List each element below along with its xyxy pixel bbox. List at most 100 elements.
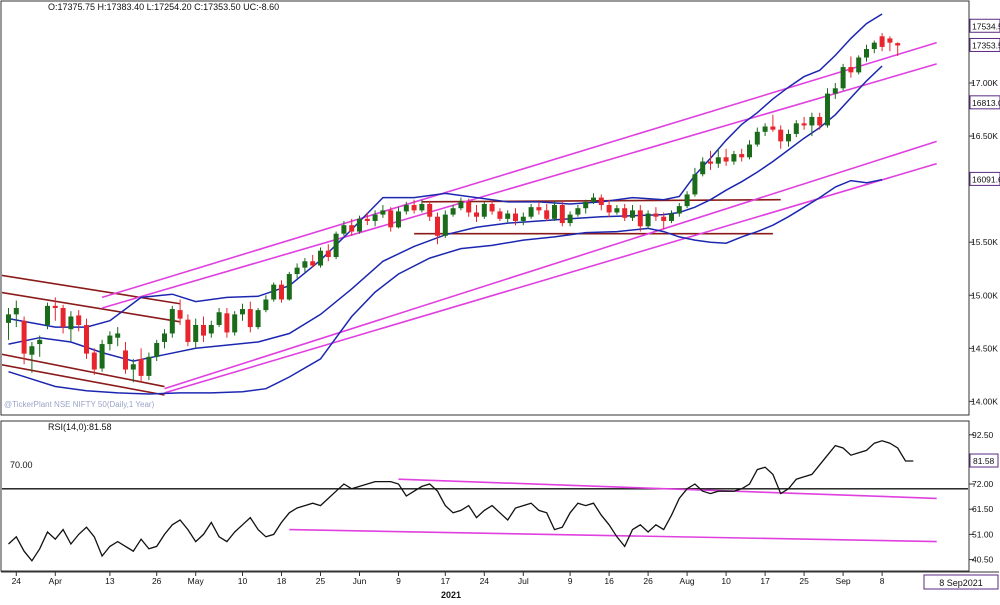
candle-down [559,205,565,224]
date-tick-label: 24 [12,576,22,586]
date-tick-label: 26 [152,576,162,586]
price-badge-box [969,171,1000,186]
price-layer [2,13,937,396]
candle-up [591,197,596,202]
candle-up [271,284,277,300]
candle-down [489,203,495,212]
candle-up [567,214,573,224]
candle-down [310,261,316,266]
candle-up [676,206,682,214]
rsi-line [8,440,914,562]
candle-down [466,201,472,213]
year-label: 2021 [441,590,461,600]
candle-up [419,203,425,211]
candle-down [708,161,713,164]
candle-up [458,201,464,209]
candle-down [364,218,370,221]
date-tick-label: 25 [799,576,809,586]
candle-up [146,356,152,376]
date-tick-label: 9 [396,576,401,586]
date-tick-label: 17 [441,576,451,586]
candle-up [193,324,199,342]
rsi-trend-line [289,528,937,543]
date-tick-label: Apr [49,576,62,586]
candle-up [37,339,43,345]
candle-down [123,350,128,370]
price-badge: 16091.6 [972,174,1000,184]
candle-up [302,261,308,268]
candle-up [162,333,167,342]
date-tick-label: 17 [760,576,770,586]
candle-down [76,315,82,325]
candle-down [778,129,784,142]
candle-down [474,212,479,217]
date-tick-label: May [188,576,205,586]
date-tick-label: 10 [721,576,731,586]
candle-down [52,305,58,308]
date-tick-label: 9 [568,576,573,586]
candle-up [6,314,11,323]
candle-up [45,305,50,325]
candle-up [840,67,846,89]
candle-up [630,210,635,218]
candle-up [684,194,690,207]
candle-up [809,116,815,126]
date-badge: 8 Sep2021 [939,578,983,588]
rsi-label: RSI(14,0):81.58 [48,422,112,432]
candle-down [185,319,191,342]
date-tick-label: Jul [518,576,529,586]
candle-up [29,346,35,355]
candle-up [380,210,386,215]
candle-down [513,213,518,221]
price-badge-box [969,95,1000,110]
candle-up [552,205,557,219]
candle-up [294,267,300,275]
candle-down [544,210,550,219]
channel-line [101,41,937,299]
date-tick-label: 25 [316,576,326,586]
candle-up [263,299,269,311]
rsi-badge-box [969,453,999,468]
price-tick-label: 15.00K [971,290,998,300]
candle-up [450,208,456,215]
candle-up [864,49,869,58]
candle-down [325,250,331,258]
bollinger-lower-line [8,178,883,395]
candle-up [396,211,401,228]
candle-up [762,126,768,132]
candle-down [224,313,230,333]
price-badge: 17353.5 [972,40,1000,50]
ohlc-readout: O:17375.75 H:17383.40 L:17254.20 C:17353… [48,2,279,12]
date-tick-label: 16 [604,576,614,586]
rsi-tick-label: 51.00 [972,529,994,539]
candle-up [341,225,347,234]
axis-layer: 17.00K 16.50K 15.50K 15.00K 14.50K 14.00K 1753… [12,18,1000,586]
candle-down [91,352,97,370]
rsi-tick-label: 72.00 [972,479,994,489]
candle-up [68,316,74,330]
price-tick-label: 15.50K [971,237,998,247]
candle-up [793,123,799,134]
candle-up [786,133,791,142]
candle-down [138,358,144,376]
rsi-current-badge: 81.58 [973,456,995,466]
price-tick-label: 16.50K [971,131,998,141]
candle-up [255,310,261,328]
candle-down [435,216,440,236]
candle-down [770,126,776,130]
candle-down [817,116,823,126]
date-tick-label: 26 [643,576,653,586]
candle-up [357,218,362,232]
channel-line [101,63,937,309]
candle-down [201,324,206,336]
date-tick-label: 13 [105,576,115,586]
candle-down [279,284,284,300]
candle-up [216,312,222,325]
candle-down [598,197,604,206]
candle-up [669,213,674,221]
rsi-tick-label: 61.50 [972,504,994,514]
price-tick-label: 14.00K [971,396,998,406]
candle-down [887,38,893,43]
candle-down [606,205,612,213]
